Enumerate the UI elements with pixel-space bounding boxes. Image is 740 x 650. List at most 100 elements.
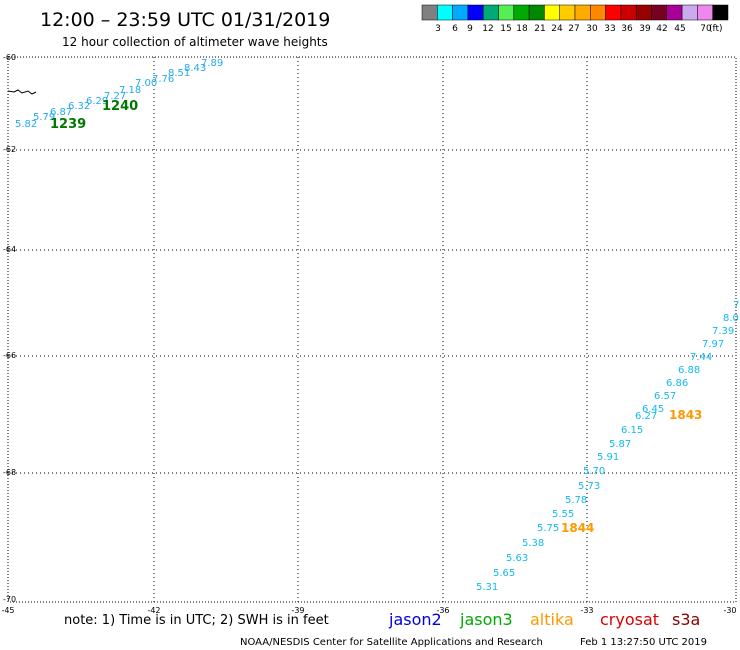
latitude-labels: -60 -62 -64 -66 -68 -70 [3, 53, 16, 604]
wave-height-label: 5.38 [522, 538, 544, 549]
wave-height-label: 6.27 [635, 411, 657, 422]
wave-height-label: 5.65 [493, 568, 515, 579]
color-scale-tick: 6 [452, 24, 458, 34]
wave-height-label: 7.39 [712, 326, 734, 337]
color-swatch [559, 4, 576, 21]
color-swatch [605, 4, 622, 21]
pass-time-label: 1239 [50, 117, 86, 132]
wave-height-label: 6.29 [86, 96, 108, 107]
wave-height-label: 7.00 [135, 78, 157, 89]
color-swatch [513, 4, 530, 21]
wave-height-label: 5.78 [565, 495, 587, 506]
color-swatch [528, 4, 545, 21]
color-swatch [697, 4, 713, 21]
wave-height-label: 7.44 [690, 352, 712, 363]
color-swatch [482, 4, 499, 21]
color-swatch [574, 4, 591, 21]
latitude-label: -68 [3, 468, 16, 477]
map-subtitle: 12 hour collection of altimeter wave hei… [62, 35, 328, 49]
wave-height-label: 7.18 [119, 85, 141, 96]
wave-height-label: 6.86 [666, 378, 688, 389]
color-swatch [437, 4, 453, 21]
color-swatch [620, 4, 637, 21]
longitude-label: -45 [1, 606, 14, 615]
wave-height-label: 5.82 [15, 119, 37, 130]
pass-time-label: 1843 [669, 408, 702, 422]
longitude-label: -33 [580, 606, 593, 615]
wave-height-label: 6.87 [50, 107, 72, 118]
wave-height-label: 5.73 [578, 481, 600, 492]
color-swatch [666, 4, 683, 21]
wave-height-label: 8.0 [723, 313, 739, 324]
wave-height-label: 6.57 [654, 391, 676, 402]
color-swatch [712, 4, 729, 21]
color-scale-tick: 42 [656, 24, 667, 34]
wave-height-label: 6.32 [68, 101, 90, 112]
color-swatch [681, 4, 698, 21]
color-swatch [467, 4, 484, 21]
wave-height-label: 7 [733, 300, 739, 311]
wave-height-label: 7.76 [152, 74, 174, 85]
color-scale-tick: 24 [551, 24, 563, 34]
color-scale-unit: (ft) [709, 24, 723, 34]
satellite-legend-item: altika [530, 610, 574, 629]
longitude-label: -39 [291, 606, 304, 615]
color-scale-tick: 33 [604, 24, 615, 34]
color-scale-tick: 18 [516, 24, 528, 34]
altimeter-tracks: 5.825.796.876.326.297.277.187.007.768.51… [15, 58, 739, 593]
longitude-label: -42 [147, 606, 160, 615]
color-scale-tick: 45 [674, 24, 685, 34]
wave-height-label: 5.70 [583, 466, 605, 477]
color-scale-tick: 9 [467, 24, 473, 34]
footer-note: note: 1) Time is in UTC; 2) SWH is in fe… [64, 613, 329, 628]
color-scale-tick: 27 [568, 24, 579, 34]
wave-height-label: 5.31 [476, 582, 498, 593]
color-scale-tick: 12 [482, 24, 493, 34]
satellite-legend-item: jason2 [388, 610, 442, 629]
graticule [8, 57, 736, 602]
pass-time-label: 1844 [561, 521, 594, 535]
wave-height-label: 8.43 [184, 63, 206, 74]
latitude-label: -66 [3, 351, 16, 360]
wave-height-label: 7.89 [201, 58, 223, 69]
wave-height-label: 6.15 [621, 425, 643, 436]
wave-height-label: 7.97 [702, 339, 724, 350]
satellite-legend-item: jason3 [459, 610, 513, 629]
satellite-legend-item: s3a [672, 610, 700, 629]
wave-height-label: 5.79 [33, 112, 55, 123]
wave-height-label: 5.63 [506, 553, 528, 564]
pass-time-label: 1240 [102, 99, 138, 114]
color-swatch [421, 4, 438, 21]
wave-height-label: 7.27 [104, 91, 126, 102]
color-scale-tick: 3 [435, 24, 441, 34]
wave-height-label: 5.55 [552, 509, 574, 520]
latitude-label: -70 [3, 595, 16, 604]
satellite-legend: jason2 jason3 altika cryosat s3a [388, 610, 700, 629]
color-scale-tick: 21 [534, 24, 545, 34]
color-swatch [590, 4, 606, 21]
color-swatch [452, 4, 469, 21]
wave-height-label: 6.88 [678, 365, 700, 376]
coastline-fragment [7, 89, 37, 95]
wave-height-label: 6.45 [642, 404, 664, 415]
latitude-label: -64 [3, 245, 16, 254]
footer-timestamp: Feb 1 13:27:50 UTC 2019 [580, 637, 707, 648]
wave-height-label: 5.87 [609, 439, 631, 450]
footer-credit: NOAA/NESDIS Center for Satellite Applica… [240, 637, 543, 648]
map-title: 12:00 – 23:59 UTC 01/31/2019 [40, 9, 330, 31]
color-scale-tick: 39 [639, 24, 651, 34]
latitude-label: -60 [3, 53, 16, 62]
wave-height-label: 5.91 [597, 452, 619, 463]
color-scale-tick: 15 [500, 24, 511, 34]
latitude-label: -62 [3, 145, 16, 154]
wave-height-label: 5.75 [537, 523, 559, 534]
plot-frame [7, 56, 737, 603]
satellite-legend-item: cryosat [600, 610, 659, 629]
color-swatch [544, 4, 560, 21]
color-scale-legend: 3 6 9 12 15 18 21 24 27 30 33 36 39 42 45 70 [421, 4, 729, 34]
longitude-labels: -45 -42 -39 -36 -33 -30 [1, 606, 736, 615]
color-swatch [498, 4, 515, 21]
color-swatch [651, 4, 668, 21]
wave-height-label: 8.51 [168, 68, 190, 79]
